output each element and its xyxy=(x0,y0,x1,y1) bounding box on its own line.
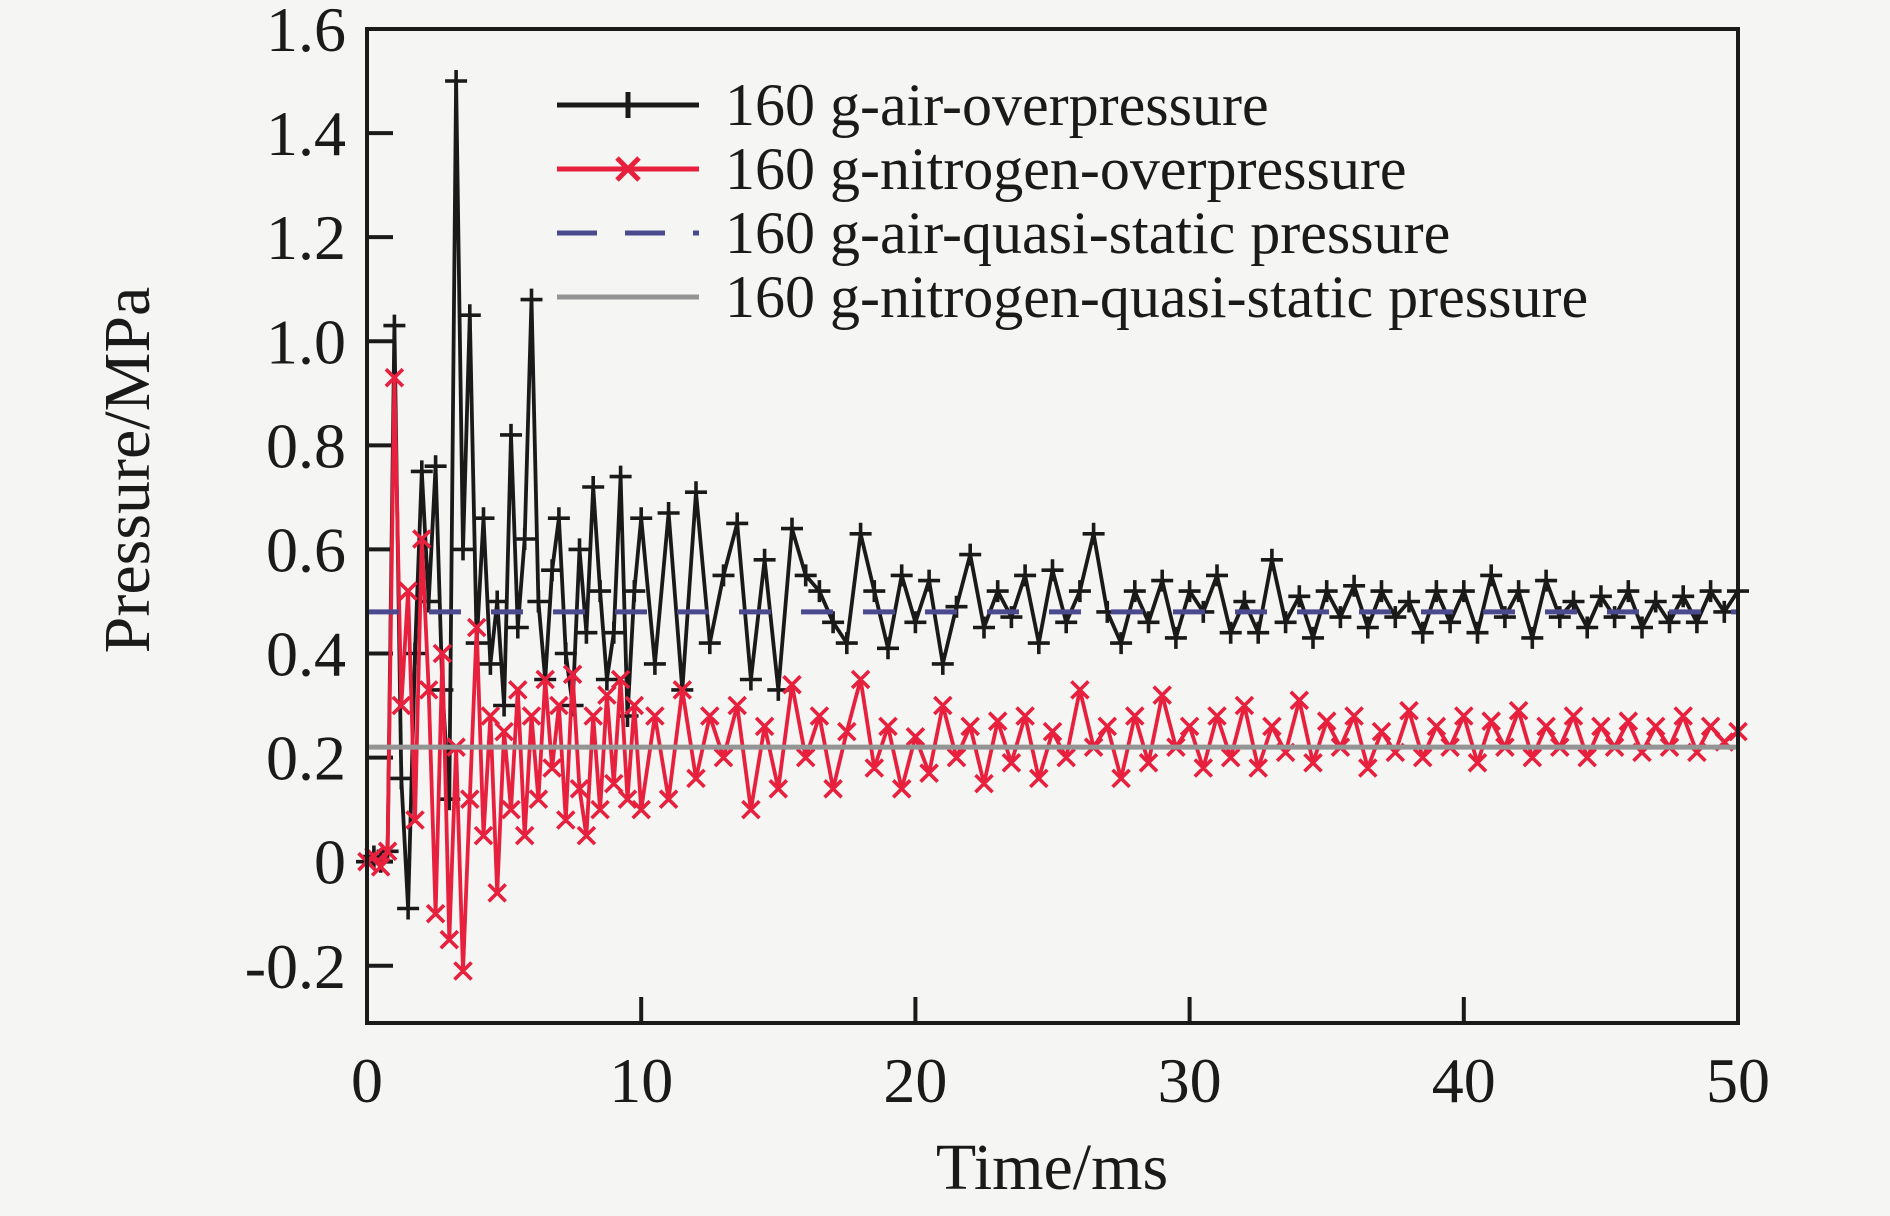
legend-line-sample-nitrogen-quasi-static xyxy=(557,294,699,300)
legend-label-nitrogen-overpressure: 160 g-nitrogen-overpressure xyxy=(725,136,1407,202)
legend-item-nitrogen-quasi-static: 160 g-nitrogen-quasi-static pressure xyxy=(557,265,1588,329)
y-tick-label: 0 xyxy=(314,827,346,898)
legend-line-sample-air-overpressure xyxy=(557,92,699,118)
legend-line-sample-nitrogen-overpressure xyxy=(557,156,699,182)
x-tick-label: 0 xyxy=(351,1045,383,1116)
y-tick-label: 0.6 xyxy=(266,514,346,585)
y-tick-label: 1.2 xyxy=(266,202,346,273)
legend-label-nitrogen-quasi-static: 160 g-nitrogen-quasi-static pressure xyxy=(725,264,1589,330)
legend-line-sample-air-quasi-static xyxy=(557,230,699,236)
legend-label-air-quasi-static: 160 g-air-quasi-static pressure xyxy=(725,200,1451,266)
plot-border xyxy=(365,27,1740,1025)
legend-item-air-overpressure: 160 g-air-overpressure xyxy=(557,73,1588,137)
x-marker-icon xyxy=(615,156,641,182)
legend-item-air-quasi-static: 160 g-air-quasi-static pressure xyxy=(557,201,1588,265)
x-tick-label: 50 xyxy=(1706,1045,1770,1116)
legend-label-air-overpressure: 160 g-air-overpressure xyxy=(725,72,1269,138)
plus-marker-icon xyxy=(615,92,641,118)
x-tick-label: 20 xyxy=(883,1045,947,1116)
x-tick-label: 10 xyxy=(609,1045,673,1116)
legend-item-nitrogen-overpressure: 160 g-nitrogen-overpressure xyxy=(557,137,1588,201)
y-tick-label: -0.2 xyxy=(245,931,346,1002)
x-tick-label: 30 xyxy=(1158,1045,1222,1116)
y-tick-label: 0.8 xyxy=(266,410,346,481)
legend: 160 g-air-overpressure 160 g-nitrogen-ove… xyxy=(557,73,1588,329)
y-tick-label: 1.4 xyxy=(266,98,346,169)
y-tick-label: 0.4 xyxy=(266,619,346,690)
x-tick-label: 40 xyxy=(1432,1045,1496,1116)
y-tick-label: 1.0 xyxy=(266,306,346,377)
y-tick-label: 0.2 xyxy=(266,723,346,794)
y-tick-label: 1.6 xyxy=(266,0,346,65)
x-axis-title: Time/ms xyxy=(935,1131,1169,1204)
y-axis-title: Pressure/MPa xyxy=(91,286,164,654)
